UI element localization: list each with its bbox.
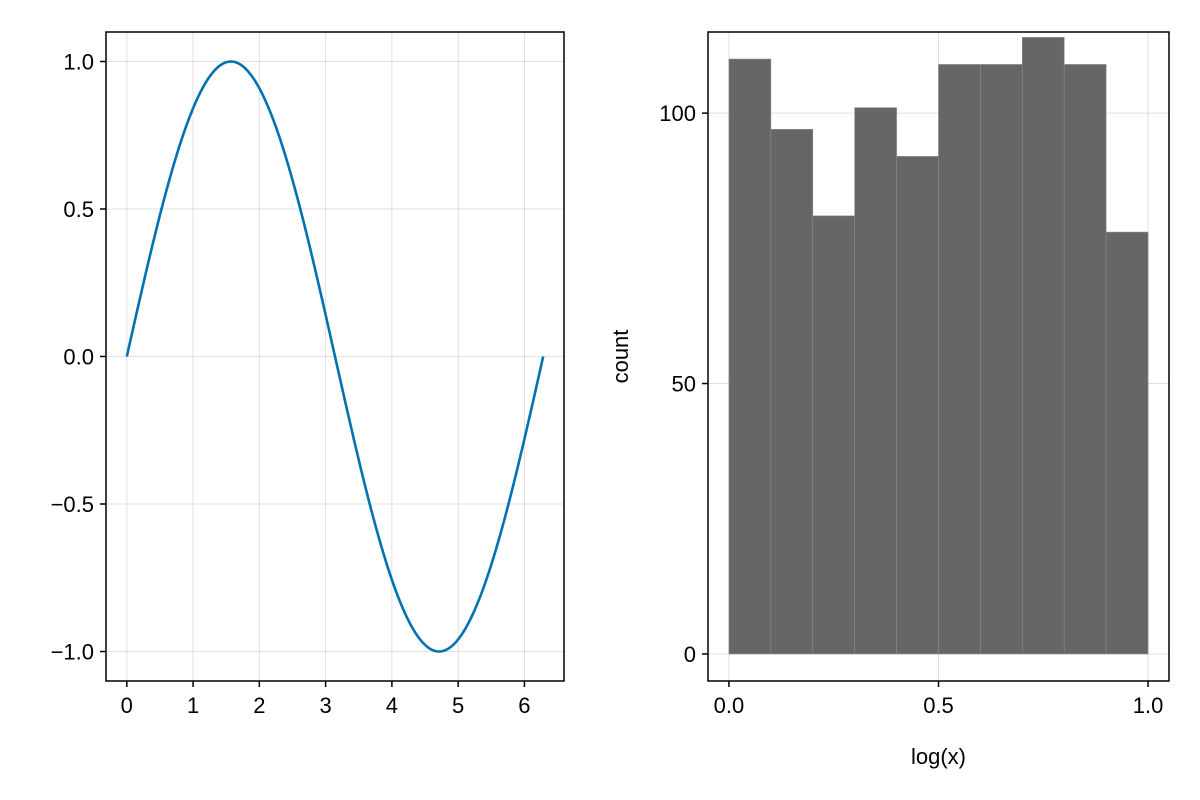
histogram-bar (770, 129, 814, 655)
right-y-axis-label: count (608, 330, 633, 384)
left-ticks: 0 1 2 3 4 5 6 −1.0 −0.5 0.0 0.5 1.0 (51, 50, 531, 719)
histogram-bar (812, 215, 855, 655)
x-tick-label: 5 (452, 693, 464, 718)
y-tick-label: 0.5 (63, 197, 94, 222)
right-bars (728, 37, 1149, 655)
x-tick-label: 0 (121, 693, 133, 718)
y-tick-label: 100 (659, 101, 696, 126)
histogram-bar (938, 64, 981, 655)
histogram-bar (728, 58, 772, 655)
histogram-bar (980, 64, 1023, 655)
x-tick-label: 1 (187, 693, 199, 718)
x-tick-label: 4 (386, 693, 398, 718)
histogram-plot: 0.0 0.5 1.0 0 50 100 log(x) count (608, 31, 1170, 769)
histogram-bar (1022, 37, 1065, 655)
y-tick-label: 0.0 (63, 345, 94, 370)
x-tick-label: 3 (319, 693, 331, 718)
right-ticks: 0.0 0.5 1.0 0 50 100 (659, 101, 1163, 718)
x-tick-label: 2 (253, 693, 265, 718)
left-grid (106, 32, 564, 681)
y-tick-label: −0.5 (51, 492, 94, 517)
sine-series-line (125, 60, 545, 653)
right-x-axis-label: log(x) (911, 744, 966, 769)
y-tick-label: 0 (684, 642, 696, 667)
y-tick-label: 50 (672, 372, 696, 397)
x-tick-label: 6 (518, 693, 530, 718)
histogram-bar (896, 156, 939, 655)
x-tick-label: 0.5 (923, 693, 954, 718)
histogram-bar (1063, 64, 1107, 655)
histogram-bar (1105, 231, 1149, 655)
left-series (125, 60, 545, 653)
sine-line-plot: 0 1 2 3 4 5 6 −1.0 −0.5 0.0 0.5 1.0 (51, 31, 565, 719)
y-tick-label: −1.0 (51, 640, 94, 665)
x-tick-label: 0.0 (714, 693, 745, 718)
histogram-bar (854, 107, 897, 655)
y-tick-label: 1.0 (63, 50, 94, 75)
x-tick-label: 1.0 (1133, 693, 1164, 718)
